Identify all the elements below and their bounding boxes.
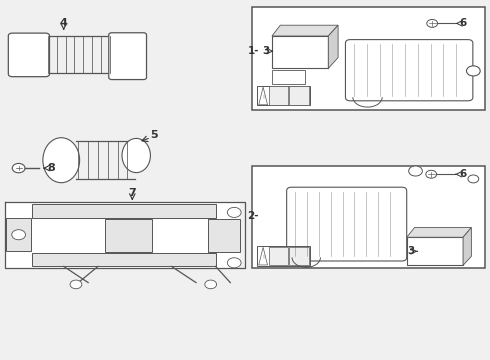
Bar xyxy=(5,202,240,268)
Text: 3: 3 xyxy=(263,46,270,56)
Circle shape xyxy=(427,19,438,27)
Circle shape xyxy=(12,230,25,240)
Text: !: ! xyxy=(262,255,264,260)
Bar xyxy=(252,166,485,268)
Text: 4: 4 xyxy=(60,18,68,28)
Bar xyxy=(272,36,328,68)
Circle shape xyxy=(227,207,241,217)
Circle shape xyxy=(468,175,479,183)
Circle shape xyxy=(12,163,25,173)
Circle shape xyxy=(409,166,422,176)
Polygon shape xyxy=(463,228,471,265)
Text: !: ! xyxy=(262,95,264,100)
Polygon shape xyxy=(407,228,471,237)
Polygon shape xyxy=(259,247,268,265)
Bar xyxy=(6,218,31,251)
Bar xyxy=(289,86,309,105)
Bar xyxy=(257,86,310,105)
Ellipse shape xyxy=(122,139,150,173)
Text: 6: 6 xyxy=(459,169,466,179)
Polygon shape xyxy=(259,87,268,105)
Bar xyxy=(407,237,463,265)
Text: 2-: 2- xyxy=(247,211,259,221)
Text: 3: 3 xyxy=(408,246,415,256)
Bar xyxy=(289,247,309,265)
Polygon shape xyxy=(328,25,338,68)
Ellipse shape xyxy=(43,138,79,183)
Text: 6: 6 xyxy=(459,18,466,28)
Circle shape xyxy=(205,280,217,289)
FancyBboxPatch shape xyxy=(8,33,49,77)
Bar xyxy=(32,204,216,218)
Bar xyxy=(252,7,485,110)
Text: 8: 8 xyxy=(48,163,55,173)
Text: 7: 7 xyxy=(128,188,136,198)
Text: 5: 5 xyxy=(150,130,158,140)
Circle shape xyxy=(426,170,437,178)
Bar xyxy=(208,219,240,252)
Circle shape xyxy=(70,280,82,289)
Circle shape xyxy=(227,258,241,268)
FancyBboxPatch shape xyxy=(109,33,147,80)
Circle shape xyxy=(466,66,480,76)
Bar xyxy=(269,247,288,265)
FancyBboxPatch shape xyxy=(345,40,473,101)
Bar xyxy=(272,70,305,84)
Polygon shape xyxy=(272,25,338,36)
Bar xyxy=(257,246,310,266)
Bar xyxy=(269,86,288,105)
FancyBboxPatch shape xyxy=(287,187,407,261)
Bar xyxy=(105,219,152,252)
Bar xyxy=(32,253,216,266)
Text: 1-: 1- xyxy=(247,46,259,56)
